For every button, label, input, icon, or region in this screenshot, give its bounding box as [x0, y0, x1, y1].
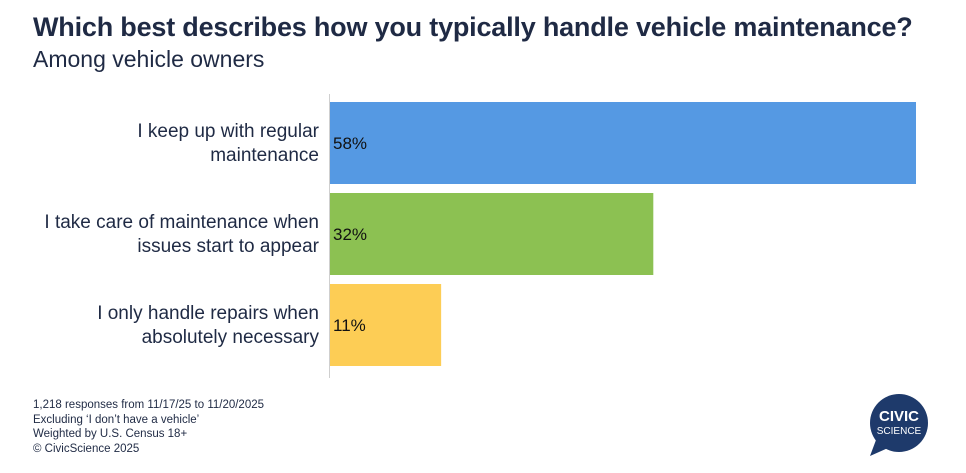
civicscience-logo: CIVIC SCIENCE — [870, 394, 928, 456]
category-label-3-line-2: absolutely necessary — [142, 327, 320, 348]
category-label-3-line-1: I only handle repairs when — [97, 303, 319, 324]
footnote-copyright: © CivicScience 2025 — [33, 442, 140, 455]
bar-2 — [330, 193, 654, 275]
footnote-responses: 1,218 responses from 11/17/25 to 11/20/2… — [33, 399, 265, 411]
category-label-1-line-1: I keep up with regular — [137, 121, 319, 142]
category-label-2-line-1: I take care of maintenance when — [44, 212, 319, 233]
footnote-exclusion: Excluding ‘I don’t have a vehicle’ — [33, 413, 200, 426]
logo-badge-tail — [870, 440, 888, 456]
category-label-1-line-2: maintenance — [210, 145, 319, 166]
logo-text-civic: CIVIC — [879, 408, 919, 425]
bar-1 — [330, 102, 916, 184]
logo-badge — [870, 394, 928, 452]
category-label-2-line-2: issues start to appear — [137, 236, 319, 257]
value-label-2: 32% — [333, 225, 367, 244]
logo-text-science: SCIENCE — [877, 426, 922, 437]
chart-subtitle: Among vehicle owners — [33, 46, 265, 72]
chart-title: Which best describes how you typically h… — [33, 12, 913, 42]
footnotes: 1,218 responses from 11/17/25 to 11/20/2… — [33, 398, 264, 456]
value-label-3: 11% — [333, 316, 366, 335]
bar-3 — [330, 284, 442, 366]
value-label-1: 58% — [333, 134, 367, 153]
footnote-weighting: Weighted by U.S. Census 18+ — [33, 428, 188, 440]
